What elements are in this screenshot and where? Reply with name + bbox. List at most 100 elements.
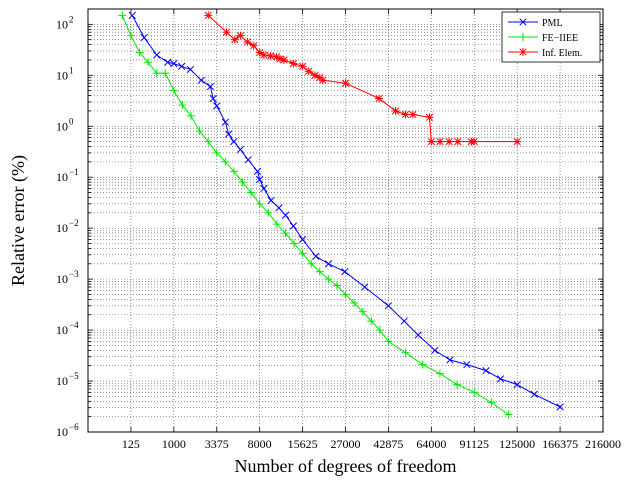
marker-stroke <box>260 184 268 193</box>
data-point <box>221 118 230 126</box>
x-tick-label: 15625 <box>288 437 318 451</box>
data-point <box>290 239 298 248</box>
data-point <box>204 137 213 146</box>
y-tick-label-exponent: −4 <box>69 320 79 330</box>
legend-item: Inf. Elem. <box>508 48 582 59</box>
x-tick-label: 91125 <box>459 437 489 451</box>
marker-stroke <box>236 145 245 154</box>
x-tick-label: 8000 <box>248 437 272 451</box>
data-point <box>341 268 349 276</box>
data-point <box>519 33 527 41</box>
data-point <box>318 76 327 85</box>
data-point <box>384 302 393 310</box>
y-tick-label-exponent: 0 <box>69 116 74 126</box>
data-point <box>178 62 186 70</box>
data-point <box>256 175 264 184</box>
y-tick-label: 10 <box>56 17 68 31</box>
marker-stroke <box>513 380 521 389</box>
data-point <box>463 360 471 369</box>
x-tick-label: 1000 <box>162 437 186 451</box>
marker-stroke <box>186 65 195 74</box>
data-point <box>236 145 245 154</box>
y-tick-label: 10 <box>56 221 68 235</box>
data-point <box>289 59 298 68</box>
marker-stroke <box>431 346 439 355</box>
data-point <box>126 31 135 40</box>
data-point <box>275 204 283 212</box>
data-point <box>298 235 307 244</box>
marker-stroke <box>275 204 283 212</box>
data-point <box>197 76 205 84</box>
data-point <box>118 11 127 20</box>
data-point <box>470 137 479 146</box>
marker-stroke <box>230 137 238 146</box>
data-point <box>453 137 462 146</box>
data-point <box>350 299 359 307</box>
data-point <box>384 337 393 346</box>
data-point <box>414 331 422 339</box>
y-tick-label: 10 <box>56 119 68 133</box>
legend-item: FE−IIEE <box>508 33 578 44</box>
marker-stroke <box>253 167 262 176</box>
data-point <box>482 366 490 375</box>
marker-stroke <box>213 102 221 110</box>
x-tick-label: 42875 <box>373 437 403 451</box>
data-point <box>470 388 479 397</box>
data-point <box>128 11 136 20</box>
legend-box <box>501 11 601 63</box>
data-point <box>513 137 522 146</box>
data-point <box>367 317 376 326</box>
data-point <box>259 51 268 59</box>
marker-stroke <box>556 403 564 411</box>
marker-stroke <box>281 211 290 219</box>
marker-stroke <box>446 356 454 364</box>
marker-stroke <box>153 51 161 59</box>
marker-stroke <box>267 196 275 205</box>
data-point <box>435 369 444 378</box>
data-point <box>401 110 410 119</box>
data-point <box>144 58 153 67</box>
data-point <box>281 229 290 238</box>
data-point <box>358 307 367 316</box>
data-point <box>298 249 307 258</box>
marker-stroke <box>224 130 233 138</box>
marker-stroke <box>289 222 298 230</box>
series-line <box>207 15 518 143</box>
series-line <box>131 15 561 408</box>
data-point <box>178 101 187 110</box>
data-point <box>229 167 238 176</box>
legend: PML FE−IIEE Inf. Elem. <box>501 11 601 63</box>
axis-ticks: 125 1000 3375 8000 15625 27000 42875 64000 91125… <box>56 9 621 451</box>
data-point <box>401 348 410 357</box>
data-point <box>281 211 290 219</box>
y-tick-label-exponent: −1 <box>69 167 79 177</box>
data-point <box>289 222 298 230</box>
data-point <box>341 290 350 299</box>
data-point <box>209 94 217 103</box>
y-tick-label: 10 <box>56 425 68 439</box>
data-point <box>247 188 256 197</box>
data-point <box>212 148 221 157</box>
x-axis-label: Number of degrees of freedom <box>235 456 457 476</box>
x-tick-label: 3375 <box>205 437 229 451</box>
x-tick-label: 166375 <box>542 437 578 451</box>
data-point <box>169 86 178 95</box>
data-point <box>230 35 239 44</box>
marker-stroke <box>361 283 369 291</box>
data-point <box>187 111 195 120</box>
y-tick-label-exponent: −3 <box>69 269 79 279</box>
data-point <box>255 199 264 208</box>
data-point <box>556 403 564 411</box>
x-tick-label: 216000 <box>585 437 621 451</box>
data-point <box>224 130 233 138</box>
marker-stroke <box>312 252 320 260</box>
data-point <box>140 33 148 42</box>
y-tick-label: 10 <box>56 68 68 82</box>
data-point <box>264 208 273 217</box>
y-tick-label: 10 <box>56 272 68 286</box>
data-point <box>324 260 333 268</box>
data-point <box>152 69 161 78</box>
data-point <box>513 380 521 389</box>
data-point <box>504 410 513 419</box>
marker-stroke <box>414 331 422 339</box>
